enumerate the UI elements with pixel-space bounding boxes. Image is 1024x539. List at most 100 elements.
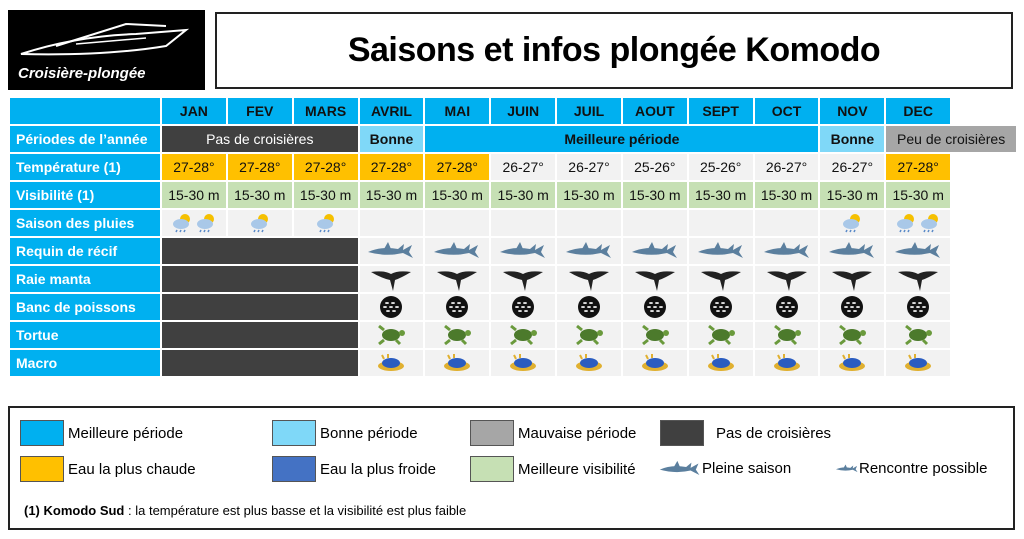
- legend-swatch: [660, 420, 704, 446]
- shark-icon: [557, 241, 621, 261]
- row-label-rain: Saison des pluies: [10, 210, 160, 236]
- row-label-temperature: Température (1): [10, 154, 160, 180]
- month-header-juil: JUIL: [557, 98, 621, 124]
- manta-ray-icon: [557, 266, 621, 292]
- month-header-jan: JAN: [162, 98, 226, 124]
- nudibranch-icon: [360, 353, 424, 373]
- shark-icon: [360, 241, 424, 261]
- row-label-visibility: Visibilité (1): [10, 182, 160, 208]
- legend-label: Bonne période: [320, 424, 418, 442]
- nudibranch-icon: [886, 353, 950, 373]
- species-cell: [622, 350, 687, 376]
- rain-cell: [886, 210, 951, 236]
- rain-cell: [557, 210, 621, 236]
- turtle-icon: [886, 324, 950, 346]
- footnote-text: : la température est plus basse et la vi…: [124, 503, 467, 518]
- rain-cell: [162, 210, 226, 236]
- species-cell: [754, 294, 819, 320]
- rain-cloud-sun-icon: [249, 212, 271, 234]
- rain-cloud-sun-icon: [895, 212, 917, 234]
- month-header-juin: JUIN: [491, 98, 556, 124]
- rain-cell: [425, 210, 490, 236]
- temperature-cell: 27-28°: [227, 154, 292, 180]
- species-cell: [359, 350, 424, 376]
- species-cell: [886, 294, 951, 320]
- rain-cell: [820, 210, 885, 236]
- turtle-icon: [689, 324, 753, 346]
- footnote: (1) Komodo Sud : la température est plus…: [24, 503, 466, 518]
- period-segment: Pas de croisières: [162, 126, 358, 152]
- month-header-mai: MAI: [425, 98, 490, 124]
- row-label-species: Raie manta: [10, 266, 160, 292]
- manta-ray-icon: [425, 266, 489, 292]
- visibility-cell: 15-30 m: [162, 182, 226, 208]
- boat-logo-icon: [20, 22, 190, 56]
- species-cell: [491, 294, 556, 320]
- nudibranch-icon: [689, 353, 753, 373]
- temperature-cell: 25-26°: [622, 154, 687, 180]
- species-cell: [688, 266, 753, 292]
- period-segment: Peu de croisières: [886, 126, 1016, 152]
- nudibranch-icon: [623, 353, 687, 373]
- fish-school-icon: [425, 295, 489, 319]
- logo: Croisière-plongée: [8, 10, 205, 90]
- species-cell: [886, 238, 951, 264]
- manta-ray-icon: [820, 266, 884, 292]
- visibility-cell: 15-30 m: [359, 182, 424, 208]
- legend-label: Mauvaise période: [518, 424, 637, 442]
- turtle-icon: [755, 324, 819, 346]
- temperature-cell: 26-27°: [754, 154, 819, 180]
- legend-swatch: [20, 456, 64, 482]
- temperature-cell: 27-28°: [425, 154, 490, 180]
- no-cruise-cell: [162, 238, 358, 264]
- species-cell: [425, 350, 490, 376]
- logo-text: Croisière-plongée: [18, 65, 146, 82]
- visibility-cell: 15-30 m: [557, 182, 621, 208]
- turtle-icon: [623, 324, 687, 346]
- legend-item: Eau la plus froide: [272, 456, 436, 482]
- species-cell: [622, 294, 687, 320]
- shark-icon: [755, 241, 819, 261]
- legend-item: Mauvaise période: [470, 420, 636, 446]
- no-cruise-cell: [162, 350, 358, 376]
- species-cell: [491, 266, 556, 292]
- turtle-icon: [820, 324, 884, 346]
- legend: (1) Komodo Sud : la température est plus…: [8, 406, 1015, 530]
- species-cell: [754, 350, 819, 376]
- species-cell: [359, 294, 424, 320]
- visibility-cell: 15-30 m: [622, 182, 687, 208]
- legend-item: Bonne période: [272, 420, 418, 446]
- visibility-cell: 15-30 m: [491, 182, 556, 208]
- species-cell: [359, 322, 424, 348]
- species-cell: [425, 238, 490, 264]
- manta-ray-icon: [689, 266, 753, 292]
- shark-icon: [491, 241, 555, 261]
- turtle-icon: [491, 324, 555, 346]
- month-header-mars: MARS: [293, 98, 358, 124]
- month-header-fev: FEV: [227, 98, 292, 124]
- rain-cloud-sun-icon: [195, 212, 217, 234]
- shark-icon: [623, 241, 687, 261]
- legend-label: Pleine saison: [702, 460, 792, 478]
- shark-icon: [835, 464, 859, 474]
- manta-ray-icon: [623, 266, 687, 292]
- legend-swatch: [272, 420, 316, 446]
- legend-swatch: [20, 420, 64, 446]
- legend-label: Eau la plus froide: [320, 460, 436, 478]
- shark-icon: [689, 241, 753, 261]
- visibility-cell: 15-30 m: [820, 182, 885, 208]
- turtle-icon: [360, 324, 424, 346]
- row-label-species: Macro: [10, 350, 160, 376]
- legend-label: Rencontre possible: [859, 460, 988, 477]
- temperature-cell: 27-28°: [886, 154, 951, 180]
- fish-school-icon: [689, 295, 753, 319]
- species-cell: [754, 322, 819, 348]
- nudibranch-icon: [491, 353, 555, 373]
- species-cell: [425, 266, 490, 292]
- temperature-cell: 26-27°: [557, 154, 621, 180]
- row-label-species: Requin de récif: [10, 238, 160, 264]
- species-cell: [557, 322, 621, 348]
- species-cell: [754, 266, 819, 292]
- temperature-cell: 27-28°: [162, 154, 226, 180]
- visibility-cell: 15-30 m: [227, 182, 292, 208]
